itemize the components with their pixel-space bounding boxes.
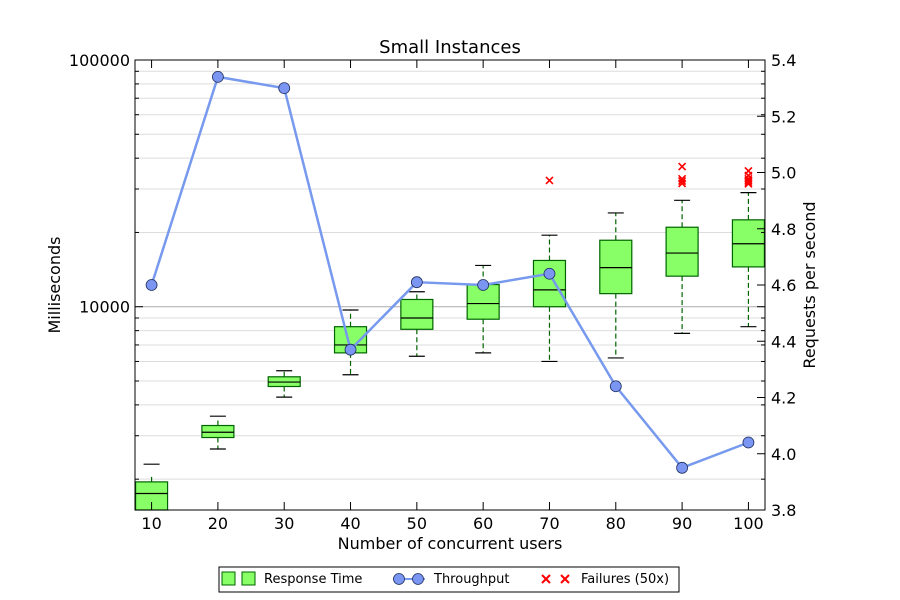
throughput-point-70	[543, 267, 556, 280]
box-100	[731, 192, 766, 328]
throughput-point-100	[742, 436, 755, 449]
right-tick-label: 4.4	[771, 332, 796, 351]
x-tick-label: 30	[274, 514, 294, 533]
grid-layer	[135, 59, 765, 480]
right-tick-label: 5.0	[771, 164, 796, 183]
failure-marker	[678, 177, 687, 186]
failure-marker	[678, 162, 687, 171]
box-80	[599, 212, 633, 359]
throughput-point-40	[344, 343, 357, 356]
box-20	[201, 415, 235, 450]
throughput-point-10	[145, 279, 158, 291]
right-tick-label: 3.8	[771, 501, 796, 520]
x-tick-label: 60	[473, 514, 493, 533]
x-tick-label: 100	[733, 514, 764, 533]
legend-failure-marker-2	[560, 574, 570, 584]
failure-stroke	[678, 162, 687, 171]
x-tick-label: 50	[407, 514, 427, 533]
throughput-layer	[145, 70, 755, 474]
legend-response-swatch-1	[221, 571, 236, 586]
right-tick-label: 4.8	[771, 220, 796, 239]
right-tick-label: 5.2	[771, 107, 796, 126]
left-tick-label: 10000	[79, 298, 130, 317]
throughput-point-30	[278, 82, 291, 95]
legend-response-swatch-2	[241, 571, 256, 586]
legend-frame	[218, 566, 680, 593]
box-body	[665, 226, 699, 277]
right-tick-label: 4.0	[771, 445, 796, 464]
failure-stroke	[744, 179, 753, 188]
legend-throughput-marker-2	[412, 573, 424, 585]
throughput-point-60	[477, 279, 490, 291]
throughput-point-90	[676, 461, 689, 474]
throughput-point-20	[211, 70, 224, 83]
box-90	[665, 199, 699, 334]
left-axis-label: Milliseconds	[45, 237, 64, 334]
throughput-line	[150, 75, 749, 470]
failure-marker	[545, 176, 554, 185]
failure-stroke	[744, 178, 753, 187]
legend-response-label: Response Time	[264, 572, 362, 587]
legend: Response Time Throughput Failures (50x)	[218, 566, 680, 593]
tick-layer: 10000 100000 3.8 4.0 4.2 4.4 4.6 4.8 5.0 5.2 5.4 10…	[69, 51, 797, 533]
box-body	[201, 424, 235, 439]
right-tick-label: 5.4	[771, 51, 796, 70]
x-tick-label: 80	[606, 514, 626, 533]
box-30	[267, 370, 301, 398]
box-layer	[134, 192, 766, 511]
x-tick-label: 10	[141, 514, 161, 533]
box-50	[400, 291, 434, 357]
x-tick-label: 70	[539, 514, 559, 533]
right-tick-label: 4.2	[771, 389, 796, 408]
legend-failure-marker-1	[541, 574, 551, 584]
failure-marker	[678, 179, 687, 188]
legend-throughput-marker-1	[393, 573, 405, 585]
throughput-point-80	[609, 380, 622, 393]
box-body	[532, 259, 567, 308]
x-tick-label: 20	[208, 514, 228, 533]
failure-marker	[744, 178, 753, 187]
legend-throughput-label: Throughput	[433, 572, 510, 587]
failure-stroke	[545, 176, 554, 185]
failure-stroke	[744, 176, 753, 185]
failure-stroke	[678, 179, 687, 188]
right-axis-label: Requests per second	[800, 201, 819, 368]
throughput-point-50	[410, 276, 423, 289]
chart-title: Small Instances	[379, 37, 521, 58]
x-tick-label: 90	[672, 514, 692, 533]
failure-marker	[744, 179, 753, 188]
x-tick-label: 40	[340, 514, 360, 533]
legend-failures-label: Failures (50x)	[581, 572, 669, 587]
x-axis-label: Number of concurrent users	[338, 534, 563, 553]
box-body	[400, 298, 434, 330]
failure-marker	[744, 176, 753, 185]
box-body	[599, 239, 633, 295]
failure-stroke	[678, 177, 687, 186]
right-tick-label: 4.6	[771, 276, 796, 295]
left-tick-label: 100000	[69, 51, 130, 70]
failures-layer	[545, 162, 753, 188]
